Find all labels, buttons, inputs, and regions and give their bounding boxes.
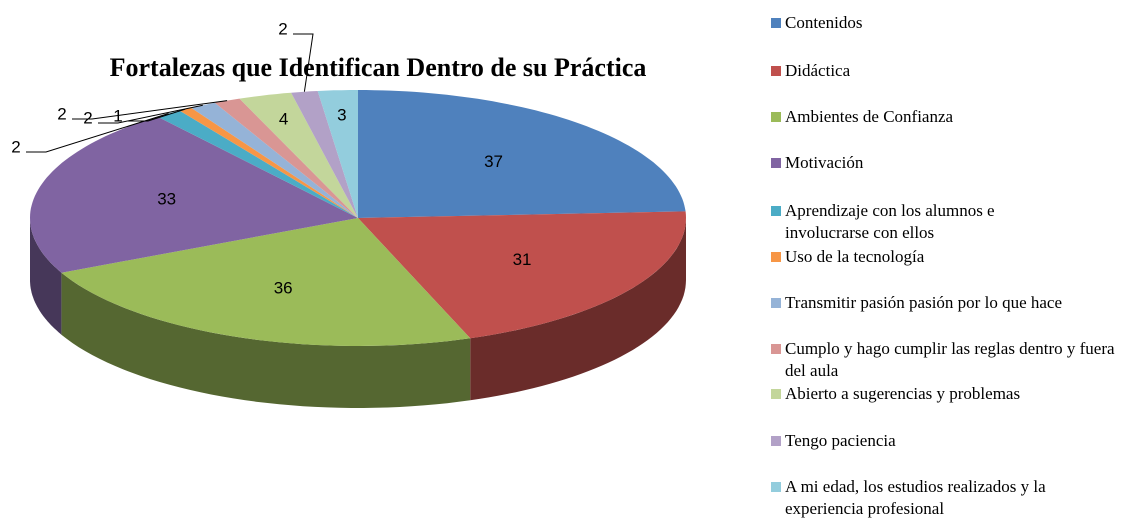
slice xyxy=(191,102,358,218)
slice-side xyxy=(470,218,686,401)
data-label: 2 xyxy=(57,104,66,123)
legend-swatch xyxy=(771,436,781,446)
slice xyxy=(30,116,358,273)
legend-label: Ambientes de Confianza xyxy=(785,107,954,126)
data-label: 33 xyxy=(157,190,176,209)
legend-item: Contenidos xyxy=(771,12,1126,34)
legend-swatch xyxy=(771,112,781,122)
leader-line xyxy=(26,113,169,153)
legend-swatch xyxy=(771,206,781,216)
slice xyxy=(317,90,358,218)
legend-label: Aprendizaje con los alumnos e involucrar… xyxy=(785,201,995,242)
legend-swatch xyxy=(771,18,781,28)
legend-label: Transmitir pasión pasión por lo que hace xyxy=(785,293,1062,312)
data-label: 3 xyxy=(337,105,346,124)
legend-swatch xyxy=(771,389,781,399)
legend-label: Tengo paciencia xyxy=(785,431,896,450)
legend-swatch xyxy=(771,298,781,308)
slice xyxy=(179,107,358,218)
slice xyxy=(239,92,358,218)
leader-line xyxy=(98,104,203,124)
data-label: 1 xyxy=(113,106,122,125)
legend-item: Uso de la tecnología xyxy=(771,246,1126,268)
legend-swatch xyxy=(771,252,781,262)
data-label: 37 xyxy=(484,152,503,171)
chart: Fortalezas que Identifican Dentro de su … xyxy=(11,19,686,408)
data-label: 4 xyxy=(279,109,288,128)
legend-item: Transmitir pasión pasión por lo que hace xyxy=(771,292,1126,314)
slice xyxy=(214,98,358,218)
slice xyxy=(157,110,358,218)
legend-label: Contenidos xyxy=(785,13,863,32)
data-label: 2 xyxy=(278,19,287,38)
legend-item: Ambientes de Confianza xyxy=(771,106,1126,128)
leader-line xyxy=(128,108,186,122)
chart-title: Fortalezas que Identifican Dentro de su … xyxy=(110,53,647,82)
leader-line xyxy=(72,100,228,120)
legend-swatch xyxy=(771,482,781,492)
leader-line xyxy=(293,33,314,92)
data-label: 31 xyxy=(513,250,532,269)
data-label: 2 xyxy=(83,108,92,127)
legend-item: Tengo paciencia xyxy=(771,430,1126,452)
slice xyxy=(291,91,358,218)
slice xyxy=(61,218,471,346)
slice-side xyxy=(61,272,471,408)
data-label: 2 xyxy=(11,137,20,156)
legend-label: Didáctica xyxy=(785,61,851,80)
data-label: 36 xyxy=(274,279,293,298)
legend-swatch xyxy=(771,158,781,168)
legend-item: Motivación xyxy=(771,152,1126,174)
legend-swatch xyxy=(771,66,781,76)
legend-item: Didáctica xyxy=(771,60,1126,82)
legend-item: A mi edad, los estudios realizados y la … xyxy=(771,476,1126,520)
legend-label: Uso de la tecnología xyxy=(785,247,925,266)
legend-swatch xyxy=(771,344,781,354)
legend-item: Abierto a sugerencias y problemas xyxy=(771,383,1126,405)
legend-label: Motivación xyxy=(785,153,864,172)
slice xyxy=(358,211,686,339)
slice xyxy=(358,90,686,218)
legend-item: Cumplo y hago cumplir las reglas dentro … xyxy=(771,338,1126,382)
legend-label: A mi edad, los estudios realizados y la … xyxy=(785,477,1046,518)
legend-item: Aprendizaje con los alumnos e involucrar… xyxy=(771,200,1051,244)
slice-side xyxy=(30,218,62,335)
legend-label: Cumplo y hago cumplir las reglas dentro … xyxy=(785,339,1115,380)
legend-label: Abierto a sugerencias y problemas xyxy=(785,384,1021,403)
